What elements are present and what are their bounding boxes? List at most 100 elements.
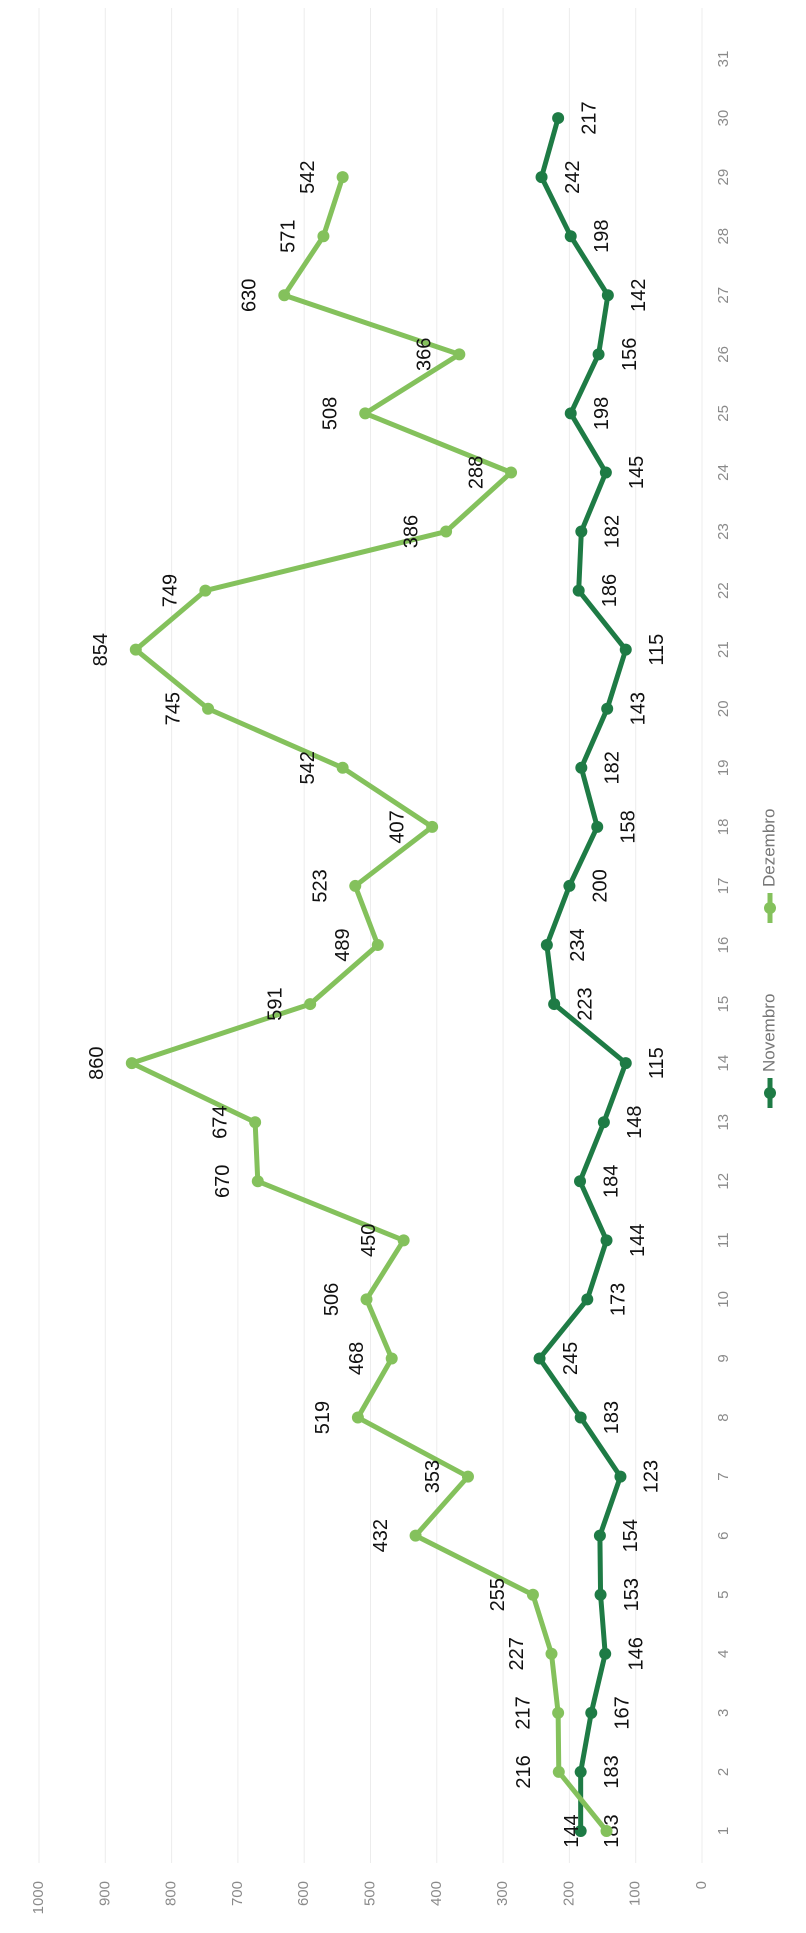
point — [591, 820, 604, 833]
data-label: 184 — [600, 1165, 622, 1198]
x-tick-label: 23 — [715, 523, 732, 540]
data-label: 542 — [297, 751, 319, 784]
data-label: 749 — [160, 574, 182, 607]
data-label: 745 — [162, 692, 184, 725]
data-label: 123 — [641, 1460, 663, 1493]
data-label: 670 — [212, 1165, 234, 1198]
rotated-plot: 0100200300400500600700800900100012345678… — [30, 8, 778, 1914]
x-tick-label: 7 — [715, 1472, 732, 1480]
x-tick-label: 2 — [715, 1768, 732, 1776]
data-label: 489 — [332, 928, 354, 961]
y-tick-label: 900 — [96, 1881, 113, 1906]
point — [619, 1057, 632, 1070]
point — [351, 1411, 364, 1424]
data-label: 353 — [422, 1460, 444, 1493]
point — [600, 1825, 613, 1837]
x-tick-label: 1 — [715, 1827, 732, 1835]
point — [533, 1352, 546, 1365]
point — [581, 1293, 594, 1306]
data-label: 234 — [567, 928, 589, 961]
x-tick-label: 29 — [715, 169, 732, 186]
data-label: 591 — [264, 987, 286, 1020]
data-label: 432 — [370, 1519, 392, 1552]
data-label: 167 — [612, 1696, 634, 1729]
data-label: 508 — [319, 397, 341, 430]
point — [614, 1470, 627, 1483]
point — [599, 466, 612, 479]
x-tick-label: 16 — [715, 937, 732, 954]
x-tick-label: 26 — [715, 346, 732, 363]
point — [526, 1588, 539, 1601]
point — [601, 702, 614, 715]
y-tick-label: 0 — [693, 1881, 710, 1889]
legend-label: Dezembro — [759, 809, 778, 887]
point — [594, 1588, 607, 1601]
point — [574, 1825, 587, 1837]
point — [535, 171, 548, 184]
point — [202, 702, 215, 715]
point — [600, 1234, 613, 1247]
point — [278, 289, 291, 302]
y-tick-label: 100 — [627, 1881, 644, 1906]
point — [548, 998, 561, 1011]
data-label: 854 — [90, 633, 112, 666]
x-tick-label: 9 — [715, 1354, 732, 1362]
x-tick-label: 22 — [715, 582, 732, 599]
data-label: 156 — [619, 338, 641, 371]
y-tick-label: 200 — [560, 1881, 577, 1906]
point — [599, 1647, 612, 1660]
point — [574, 1765, 587, 1778]
point — [336, 761, 349, 774]
data-label: 519 — [312, 1401, 334, 1434]
point — [249, 1116, 262, 1129]
point — [552, 112, 565, 125]
data-label: 216 — [513, 1755, 535, 1788]
point — [426, 820, 439, 833]
x-tick-label: 30 — [715, 110, 732, 127]
x-tick-label: 10 — [715, 1291, 732, 1308]
data-label: 115 — [646, 1047, 668, 1079]
y-tick-label: 600 — [295, 1881, 312, 1906]
y-tick-label: 700 — [229, 1881, 246, 1906]
data-label: 468 — [346, 1342, 368, 1375]
point — [575, 525, 588, 538]
point — [349, 879, 362, 892]
x-tick-label: 24 — [715, 464, 732, 481]
x-tick-label: 4 — [715, 1650, 732, 1658]
data-label: 245 — [560, 1342, 582, 1375]
point — [317, 230, 330, 243]
x-tick-label: 17 — [715, 878, 732, 895]
point — [540, 939, 553, 951]
data-label: 146 — [625, 1637, 647, 1670]
data-label: 183 — [601, 1401, 623, 1434]
data-label: 366 — [414, 338, 436, 371]
data-label: 145 — [626, 456, 648, 489]
point — [359, 407, 372, 420]
point — [563, 879, 576, 892]
legend-marker — [764, 902, 776, 914]
data-label: 242 — [562, 160, 584, 193]
point — [564, 407, 577, 420]
data-label: 223 — [574, 987, 596, 1020]
series-line — [129, 176, 609, 1833]
point — [593, 1529, 606, 1542]
point — [251, 1175, 264, 1188]
x-tick-label: 13 — [715, 1114, 732, 1131]
data-label: 115 — [646, 634, 668, 666]
point — [574, 1411, 587, 1424]
point — [409, 1529, 422, 1542]
data-label: 182 — [602, 751, 624, 784]
series-line — [537, 117, 629, 1831]
data-label: 143 — [627, 692, 649, 725]
data-label: 571 — [278, 220, 300, 253]
x-tick-label: 5 — [715, 1591, 732, 1599]
point — [453, 348, 466, 361]
x-tick-label: 6 — [715, 1531, 732, 1539]
data-label: 200 — [590, 869, 612, 902]
point — [575, 761, 588, 774]
point — [552, 1706, 565, 1719]
x-tick-label: 11 — [715, 1233, 732, 1249]
point — [397, 1234, 410, 1247]
